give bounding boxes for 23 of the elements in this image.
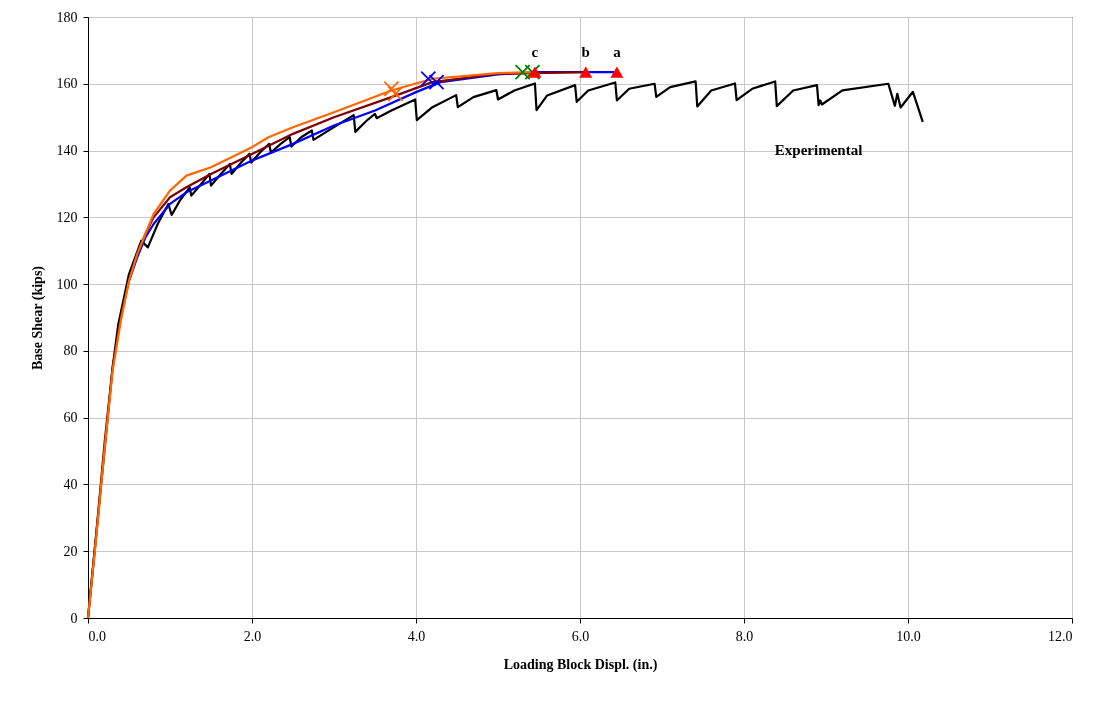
annotation: c: [531, 44, 539, 61]
y-tick-label: 140: [56, 143, 78, 159]
x-tick-label: 0.0: [88, 628, 106, 644]
y-tick-label: 20: [63, 543, 78, 559]
annotation: Experimental: [774, 142, 863, 159]
x-tick-label: 2.0: [243, 628, 262, 644]
y-axis-title: Base Shear (kips): [29, 265, 46, 370]
y-tick-label: 120: [56, 209, 78, 225]
y-tick-label: 40: [63, 476, 78, 492]
x-tick-label: 4.0: [407, 628, 426, 644]
y-tick-label: 0: [70, 610, 78, 626]
x-tick-label: 8.0: [735, 628, 754, 644]
annotation: a: [613, 44, 622, 61]
y-tick-label: 180: [56, 9, 78, 25]
x-tick-label: 12.0: [1048, 628, 1073, 644]
y-tick-label: 160: [56, 76, 78, 92]
x-tick-label: 6.0: [571, 628, 590, 644]
y-tick-label: 60: [63, 410, 78, 426]
y-tick-label: 100: [56, 276, 78, 292]
annotation: b: [581, 44, 590, 61]
y-tick-label: 80: [63, 343, 78, 359]
x-tick-label: 10.0: [896, 628, 921, 644]
x-axis-title: Loading Block Displ. (in.): [503, 656, 658, 673]
